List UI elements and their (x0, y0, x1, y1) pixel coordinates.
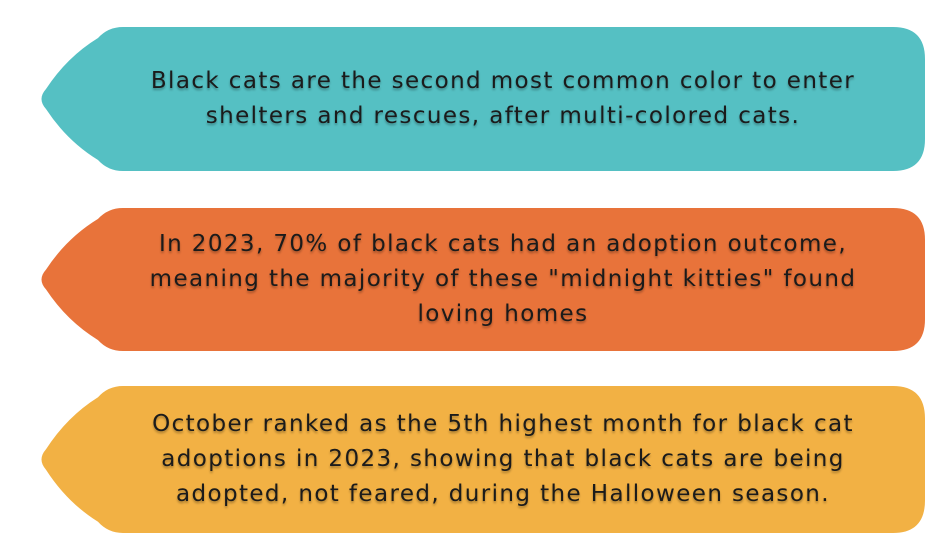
fact-banner-teal: Black cats are the second most common co… (33, 27, 925, 171)
ribbon-path (41, 208, 925, 351)
fact-line: In 2023, 70% of black cats had an adopti… (158, 231, 848, 257)
left-arrow-ribbon-shape (41, 27, 925, 171)
fact-line: adoptions in 2023, showing that black ca… (161, 446, 845, 472)
fact-line: Black cats are the second most common co… (150, 68, 856, 94)
ribbon-path (41, 27, 925, 171)
fact-line: October ranked as the 5th highest month … (152, 411, 854, 437)
fact-line: shelters and rescues, after multi-colore… (205, 103, 801, 129)
fact-line: loving homes (417, 301, 589, 327)
fact-text-block: In 2023, 70% of black cats had an adopti… (33, 208, 925, 351)
fact-text-block: October ranked as the 5th highest month … (33, 386, 925, 533)
fact-banner-yellow: October ranked as the 5th highest month … (33, 386, 925, 533)
fact-line: meaning the majority of these "midnight … (149, 266, 857, 292)
left-arrow-ribbon-shape (41, 386, 925, 533)
ribbon-path (41, 386, 925, 533)
fact-line: adopted, not feared, during the Hallowee… (176, 481, 830, 507)
left-arrow-ribbon-shape (41, 208, 925, 351)
fact-banner-orange: In 2023, 70% of black cats had an adopti… (33, 208, 925, 351)
fact-text-block: Black cats are the second most common co… (33, 27, 925, 171)
